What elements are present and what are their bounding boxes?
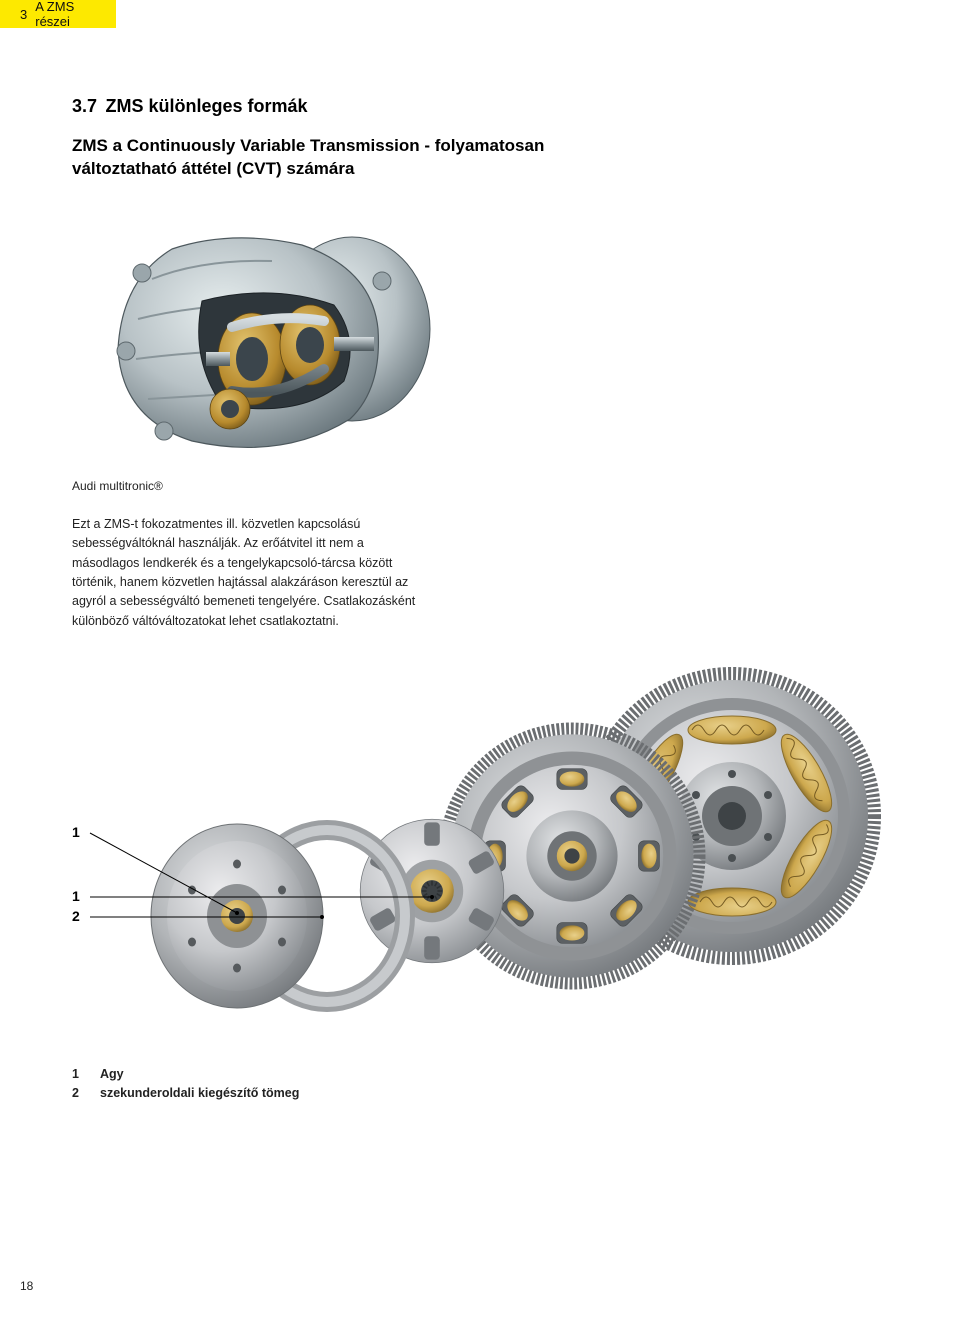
body-paragraph: Ezt a ZMS-t fokozatmentes ill. közvetlen…: [72, 515, 432, 631]
legend-row: 2 szekunderoldali kiegészítő tömeg: [72, 1084, 888, 1103]
figure1-caption: Audi multitronic®: [72, 479, 888, 493]
cvt-gearbox-figure: [82, 209, 462, 469]
legend-row: 1 Agy: [72, 1065, 888, 1084]
cvt-gearbox-illustration: [82, 209, 462, 469]
chapter-title: A ZMS részei: [35, 0, 102, 29]
legend-label: szekunderoldali kiegészítő tömeg: [100, 1084, 299, 1103]
figure-legend: 1 Agy 2 szekunderoldali kiegészítő tömeg: [72, 1065, 888, 1103]
callout-1a: 1: [72, 824, 80, 840]
legend-key: 2: [72, 1084, 86, 1103]
figure1-caption-text: Audi multitronic®: [72, 479, 163, 493]
chapter-number: 3: [20, 7, 27, 22]
legend-key: 1: [72, 1065, 86, 1084]
section-title: ZMS különleges formák: [105, 96, 307, 116]
chapter-header-inner: 3 A ZMS részei: [0, 0, 116, 28]
page-number: 18: [20, 1279, 33, 1293]
page-content: 3.7 ZMS különleges formák ZMS a Continuo…: [0, 28, 960, 1103]
section-heading: 3.7 ZMS különleges formák: [72, 96, 888, 117]
chapter-header: 3 A ZMS részei: [0, 0, 960, 28]
section-number: 3.7: [72, 96, 97, 116]
exploded-flywheel-illustration: [142, 661, 892, 1041]
callout-2: 2: [72, 908, 80, 924]
section-subtitle: ZMS a Continuously Variable Transmission…: [72, 135, 612, 181]
callout-1b: 1: [72, 888, 80, 904]
exploded-flywheel-figure: 1 1 2: [72, 661, 892, 1041]
legend-label: Agy: [100, 1065, 124, 1084]
